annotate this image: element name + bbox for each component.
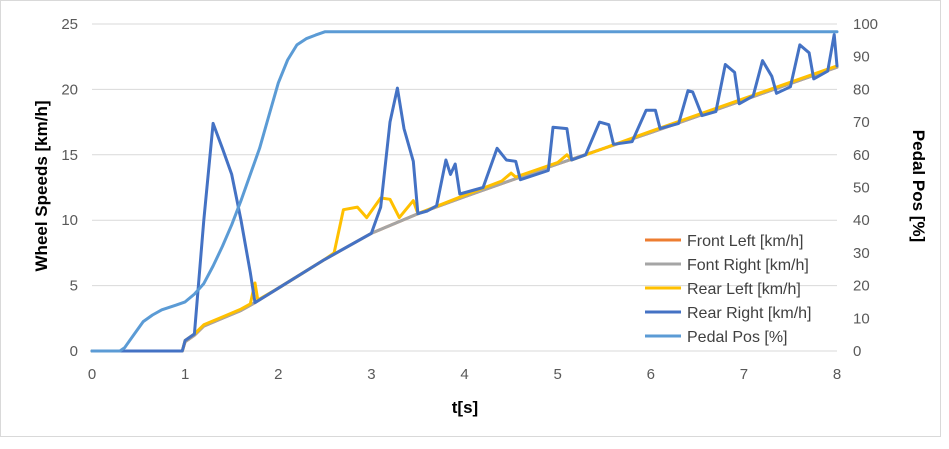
series-line-4	[90, 30, 839, 353]
x-tick-label: 0	[88, 366, 96, 383]
y-tick-label: 5	[70, 278, 78, 295]
y2-tick-label: 50	[853, 180, 870, 197]
gridlines	[92, 23, 837, 352]
y2-tick-label: 20	[853, 278, 870, 295]
y2-tick-label: 80	[853, 81, 870, 98]
y2-tick-label: 100	[853, 16, 878, 33]
wheel-speed-chart: 0 5 10 15 20 25 0 10 20 30 40 50 60 70 80 90 100 0 1 2 3 4 5 6 7…	[32, 16, 928, 417]
legend-label: Rear Right [km/h]	[687, 305, 811, 322]
x-tick-label: 6	[647, 366, 655, 383]
y-axis-title: Wheel Speeds [km/h]	[32, 101, 51, 272]
y-tick-label: 25	[61, 16, 78, 33]
x-tick-label: 2	[274, 366, 282, 383]
y2-tick-label: 40	[853, 212, 870, 229]
x-tick-label: 1	[181, 366, 189, 383]
y-tick-label: 0	[70, 343, 78, 360]
x-tick-label: 5	[553, 366, 561, 383]
legend-label: Font Right [km/h]	[687, 257, 809, 274]
series-line-3	[90, 33, 839, 353]
legend-label: Rear Left [km/h]	[687, 281, 801, 298]
legend: Front Left [km/h] Font Right [km/h] Rear L…	[645, 233, 811, 346]
y2-tick-label: 10	[853, 310, 870, 327]
x-tick-label: 7	[740, 366, 748, 383]
y2-tick-label: 30	[853, 245, 870, 262]
y-tick-label: 10	[61, 212, 78, 229]
x-tick-label: 4	[460, 366, 468, 383]
y2-tick-label: 0	[853, 343, 861, 360]
x-axis-title: t[s]	[452, 398, 478, 417]
y2-axis-title: Pedal Pos [%]	[909, 130, 928, 242]
series-line-2	[90, 64, 839, 353]
legend-label: Pedal Pos [%]	[687, 329, 788, 346]
y2-tick-label: 60	[853, 147, 870, 164]
y-tick-label: 15	[61, 147, 78, 164]
legend-label: Front Left [km/h]	[687, 233, 803, 250]
chart-frame: 0 5 10 15 20 25 0 10 20 30 40 50 60 70 80 90 100 0 1 2 3 4 5 6 7…	[0, 0, 941, 437]
x-tick-label: 8	[833, 366, 841, 383]
y-tick-label: 20	[61, 81, 78, 98]
y2-tick-label: 70	[853, 114, 870, 131]
y2-tick-label: 90	[853, 49, 870, 66]
series-lines	[90, 30, 839, 353]
tick-labels: 0 5 10 15 20 25 0 10 20 30 40 50 60 70 80 90 100 0 1 2 3 4 5 6 7…	[61, 16, 878, 383]
x-tick-label: 3	[367, 366, 375, 383]
